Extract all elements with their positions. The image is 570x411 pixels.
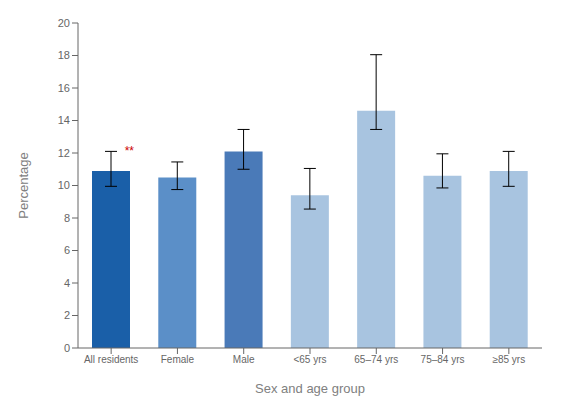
svg-text:Female: Female <box>161 354 195 365</box>
svg-text:14: 14 <box>58 114 70 126</box>
svg-text:8: 8 <box>64 212 70 224</box>
svg-text:20: 20 <box>58 17 70 29</box>
svg-text:4: 4 <box>64 277 70 289</box>
svg-text:0: 0 <box>64 342 70 354</box>
svg-text:12: 12 <box>58 147 70 159</box>
svg-text:2: 2 <box>64 309 70 321</box>
svg-text:<65 yrs: <65 yrs <box>293 354 326 365</box>
svg-text:**: ** <box>125 144 135 158</box>
svg-text:10: 10 <box>58 179 70 191</box>
svg-text:All residents: All residents <box>84 354 138 365</box>
svg-text:65–74 yrs: 65–74 yrs <box>354 354 398 365</box>
svg-text:6: 6 <box>64 244 70 256</box>
svg-text:16: 16 <box>58 82 70 94</box>
svg-text:18: 18 <box>58 49 70 61</box>
svg-text:75–84 yrs: 75–84 yrs <box>421 354 465 365</box>
svg-text:Sex and age group: Sex and age group <box>255 381 365 396</box>
svg-text:Male: Male <box>233 354 255 365</box>
svg-text:≥85 yrs: ≥85 yrs <box>492 354 525 365</box>
svg-text:Percentage: Percentage <box>16 152 31 219</box>
